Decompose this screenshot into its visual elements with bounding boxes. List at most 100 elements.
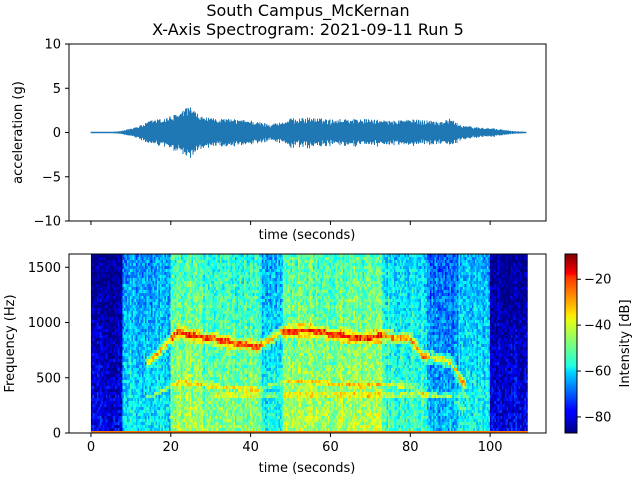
spectrogram-cell [108,419,111,423]
spectrogram-cell [116,344,119,348]
spectrogram-cell [108,410,111,414]
spectrogram-cell [104,281,107,285]
spectrogram-cell [96,308,99,312]
spectrogram-cell [114,386,117,390]
spectrogram-cell [92,398,95,402]
spectrogram-cell [101,290,104,294]
spectrogram-cell [111,341,114,345]
spectrogram-cell [105,362,108,366]
spectrogram-cell [96,368,99,372]
spectrogram-cell [98,356,101,360]
spectrogram-cell [92,335,95,339]
spectrogram-cell [104,422,107,426]
spectrogram-cell [98,410,101,414]
spectrogram-cell [110,299,113,303]
spectrogram-cell [104,269,107,273]
spectrogram-cell [95,392,98,396]
spectrogram-cell [98,425,101,429]
spectrogram-cell [99,278,102,282]
spectrogram-cell [108,356,111,360]
spectrogram-cell [96,401,99,405]
spectrogram-cell [95,323,98,327]
spectrogram-cell [108,431,111,434]
spectrogram-cell [107,386,110,390]
spectrogram-cell [99,284,102,288]
spectrogram-cell [102,401,105,405]
spectrogram-cell [108,341,111,345]
spectrogram-cell [110,410,113,414]
spectrogram-cell [110,428,113,432]
spectrogram-cell [113,359,116,363]
spectrogram-cell [99,359,102,363]
spectrogram-cell [101,293,104,297]
spectrogram-cell [105,413,108,417]
spectrogram-cell [113,404,116,408]
spectrogram-cell [95,287,98,291]
spectrogram-cell [110,398,113,402]
spectrogram-cell [114,425,117,429]
spectrogram-cell [104,323,107,327]
spectrogram-cell [96,374,99,378]
spectrogram-cell [95,422,98,426]
spectrogram-cell [104,311,107,315]
spectrogram-cell [101,263,104,267]
spectrogram-cell [108,320,111,324]
spectrogram-cell [98,416,101,420]
spectrogram-cell [98,395,101,399]
spectrogram-cell [96,341,99,345]
spectrogram-cell [101,272,104,276]
spectrogram-cell [117,299,120,303]
spectrogram-cell [114,278,117,282]
spectrogram-cell [104,374,107,378]
spectrogram-cell [96,299,99,303]
spectrogram-cell [108,332,111,336]
spectrogram-cell [95,281,98,285]
spectrogram-cell [114,380,117,384]
spectrogram-cell [114,374,117,378]
spectrogram-cell [105,407,108,411]
spectrogram-cell [116,341,119,345]
spectrogram-cell [96,422,99,426]
spectrogram-cell [99,263,102,267]
spectrogram-cell [108,395,111,399]
spectrogram-cell [101,266,104,270]
spectrogram-cell [116,302,119,306]
spectrogram-cell [117,395,120,399]
spectrogram-cell [105,368,108,372]
spectrogram-cell [116,392,119,396]
spectrogram-cell [104,407,107,411]
spectrogram-cell [95,386,98,390]
spectrogram-cell [111,398,114,402]
spectrogram-cell [98,332,101,336]
spectrogram-cell [107,302,110,306]
spectrogram-cell [102,302,105,306]
spectrogram-cell [102,392,105,396]
spectrogram-cell [110,305,113,309]
spectrogram-cell [96,425,99,429]
spectrogram-cell [96,386,99,390]
spectrogram-cell [117,263,120,267]
spectrogram-cell [102,254,105,258]
spectrogram-cell [108,359,111,363]
spectrogram-cell [117,260,120,264]
spectrogram-cell [110,284,113,288]
spectrogram-cell [107,428,110,432]
spectrogram-cell [101,413,104,417]
spectrogram-cell [116,398,119,402]
spectrogram-cell [111,335,114,339]
spectrogram-cell [99,371,102,375]
spectrogram-cell [95,293,98,297]
spectrogram-cell [113,416,116,420]
spectrogram-cell [104,299,107,303]
spectrogram-cell [99,413,102,417]
spectrogram-cell [113,410,116,414]
spectrogram-cell [102,374,105,378]
spectrogram-cell [93,284,96,288]
spectrogram-cell [105,383,108,387]
spectrogram-cell [92,407,95,411]
spectrogram-cell [96,263,99,267]
spectrogram-cell [95,413,98,417]
spectrogram-cell [92,410,95,414]
